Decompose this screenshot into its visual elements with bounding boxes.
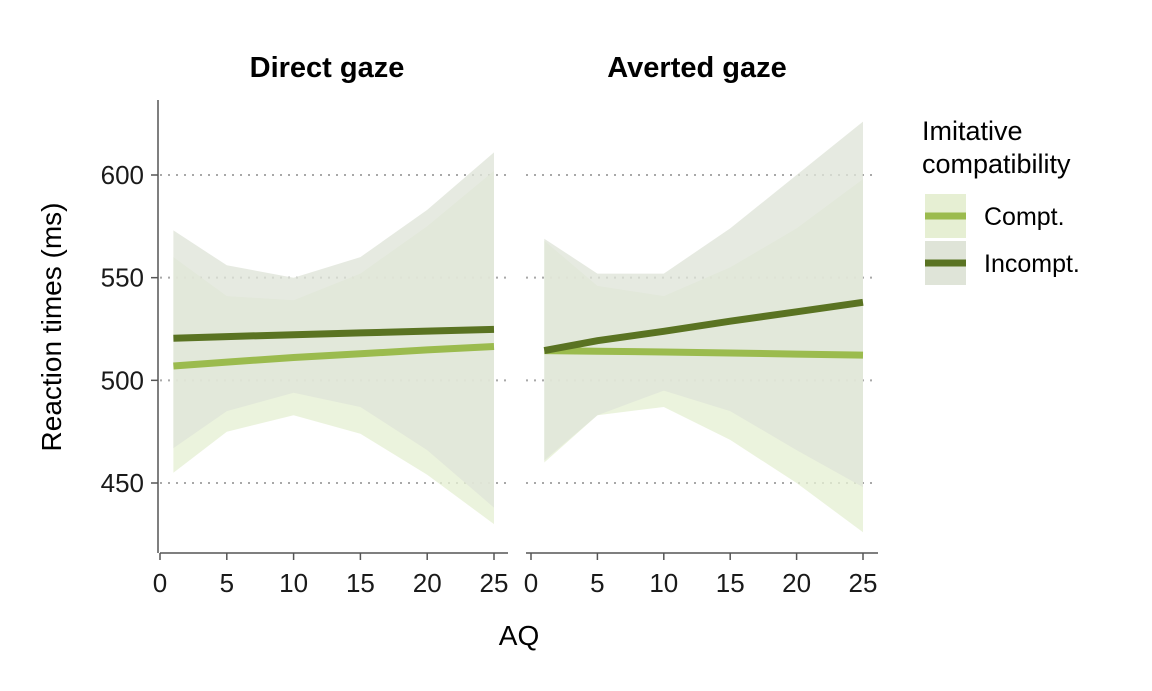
x-tick-label-0: 0 xyxy=(153,568,167,598)
x-tick-label-5: 5 xyxy=(220,568,234,598)
line-compt xyxy=(544,347,864,359)
x-tick-label-15: 15 xyxy=(716,568,745,598)
x-tick-label-5: 5 xyxy=(590,568,604,598)
panel-title: Direct gaze xyxy=(250,52,405,84)
band-incompt xyxy=(544,121,863,488)
x-tick-label-25: 25 xyxy=(480,568,509,598)
panel-direct-gaze: Direct gaze 0 5 10 15 20 25 xyxy=(153,52,509,598)
panel-title: Averted gaze xyxy=(607,52,786,84)
y-tick-label-600: 600 xyxy=(101,160,144,190)
legend-title-line-0: Imitative xyxy=(922,116,1023,146)
panel-averted-gaze: Averted gaze 0 5 10 15 20 25 xyxy=(524,52,878,598)
x-axis-title: AQ xyxy=(499,620,539,651)
x-tick-label-20: 20 xyxy=(413,568,442,598)
x-tick-label-25: 25 xyxy=(849,568,878,598)
x-tick-label-15: 15 xyxy=(346,568,375,598)
legend-title-line-1: compatibility xyxy=(922,149,1071,179)
line-incompt xyxy=(543,298,864,355)
y-tick-label-550: 550 xyxy=(101,263,144,293)
y-tick-label-450: 450 xyxy=(101,468,144,498)
y-tick-label-500: 500 xyxy=(101,365,144,395)
x-tick-label-10: 10 xyxy=(649,568,678,598)
x-tick-label-20: 20 xyxy=(782,568,811,598)
legend-label-compt: Compt. xyxy=(984,203,1065,231)
legend-label-incompt: Incompt. xyxy=(984,250,1080,278)
band-incompt xyxy=(173,152,494,508)
line-compt xyxy=(173,343,495,370)
line-incompt xyxy=(173,325,495,342)
x-tick-label-0: 0 xyxy=(524,568,538,598)
y-axis-title: Reaction times (ms) xyxy=(36,203,67,452)
y-axis: 450 500 550 600 xyxy=(101,100,159,553)
x-tick-label-10: 10 xyxy=(279,568,308,598)
